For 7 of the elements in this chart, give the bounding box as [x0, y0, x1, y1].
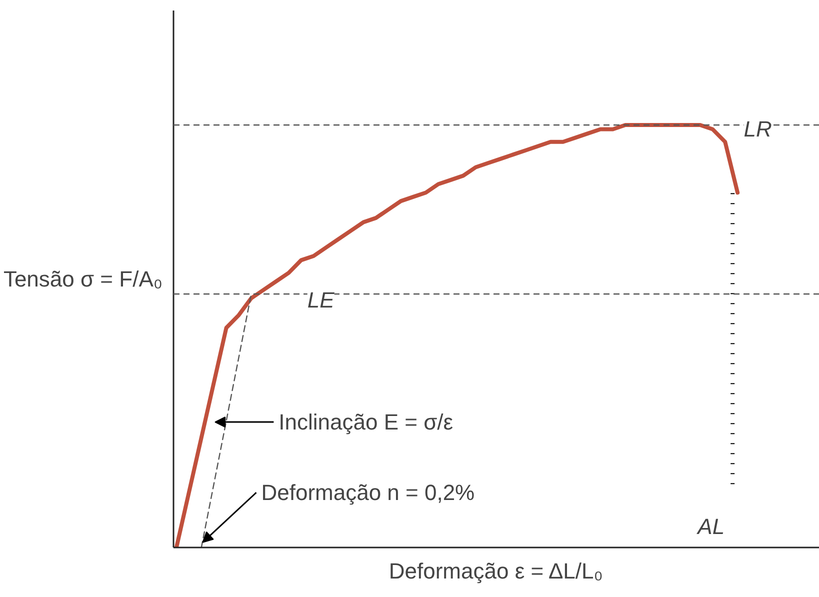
- ref-line-label: LE: [307, 288, 335, 312]
- y-axis-title: Tensão σ = F/A₀: [3, 266, 163, 292]
- annotation: Inclinação E = σ/ε: [278, 410, 454, 435]
- x-axis-title: Deformação ε = ΔL/L₀: [388, 558, 603, 584]
- annotation: AL: [696, 514, 725, 539]
- ref-line-label: LR: [744, 116, 772, 142]
- annotation: Deformação n = 0,2%: [261, 480, 475, 506]
